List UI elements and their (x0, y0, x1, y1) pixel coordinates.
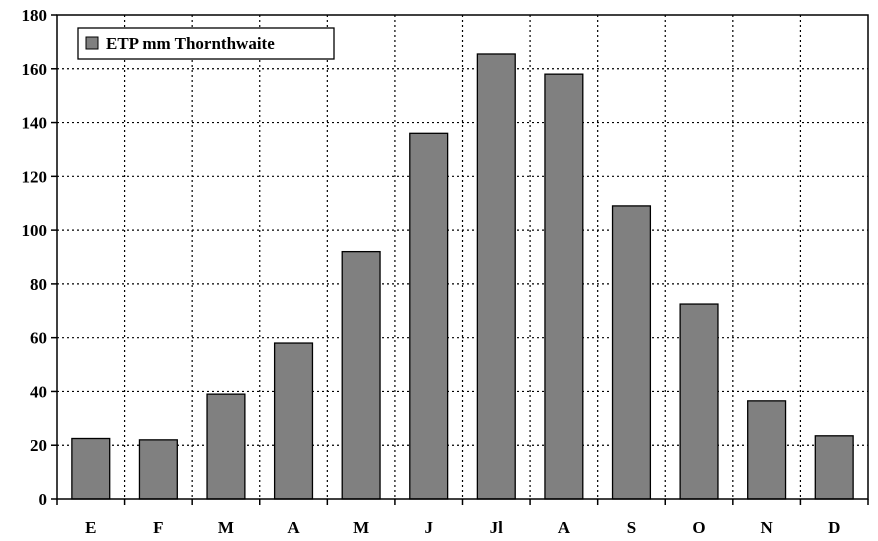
legend-box (77, 27, 335, 60)
bar-1 (138, 439, 178, 500)
bar-7 (544, 73, 584, 500)
y-axis-ticks: 0 20 40 60 80 100 120 140 160 180 (22, 6, 57, 509)
legend-swatch (85, 36, 99, 50)
x-tick-label: A (287, 518, 300, 537)
y-tick-label: 180 (22, 6, 48, 25)
y-tick-label: 160 (22, 60, 48, 79)
bar-9 (679, 303, 719, 500)
bar-6 (476, 53, 516, 500)
x-tick-label: D (828, 518, 840, 537)
y-tick-label: 40 (30, 382, 47, 401)
bar-4 (341, 250, 381, 500)
legend-label: ETP mm Thornthwaite (106, 34, 275, 53)
x-tick-label: O (692, 518, 705, 537)
x-tick-label: Jl (490, 518, 504, 537)
y-tick-label: 80 (30, 275, 47, 294)
y-tick-label: 60 (30, 329, 47, 348)
bar-2 (206, 393, 246, 500)
y-tick-label: 100 (22, 221, 48, 240)
bar-8 (611, 205, 652, 500)
x-tick-label: N (760, 518, 773, 537)
x-tick-label: E (85, 518, 96, 537)
bars (71, 53, 854, 500)
legend: ETP mm Thornthwaite (77, 27, 335, 60)
x-tick-label: F (153, 518, 163, 537)
bar-5 (409, 132, 449, 500)
x-tick-label: A (558, 518, 571, 537)
y-tick-label: 120 (22, 167, 48, 186)
y-tick-label: 0 (39, 490, 48, 509)
x-axis-ticks: E F M A M J Jl A S O N D (56, 499, 869, 537)
bar-0 (71, 437, 111, 500)
x-tick-label: M (353, 518, 369, 537)
grid-lines (57, 15, 868, 499)
bar-10 (747, 400, 787, 500)
bar-11 (814, 435, 854, 500)
x-tick-label: M (218, 518, 234, 537)
bar-3 (273, 342, 314, 500)
y-tick-label: 140 (22, 114, 48, 133)
x-tick-label: S (627, 518, 636, 537)
y-tick-label: 20 (30, 436, 47, 455)
x-tick-label: J (424, 518, 433, 537)
